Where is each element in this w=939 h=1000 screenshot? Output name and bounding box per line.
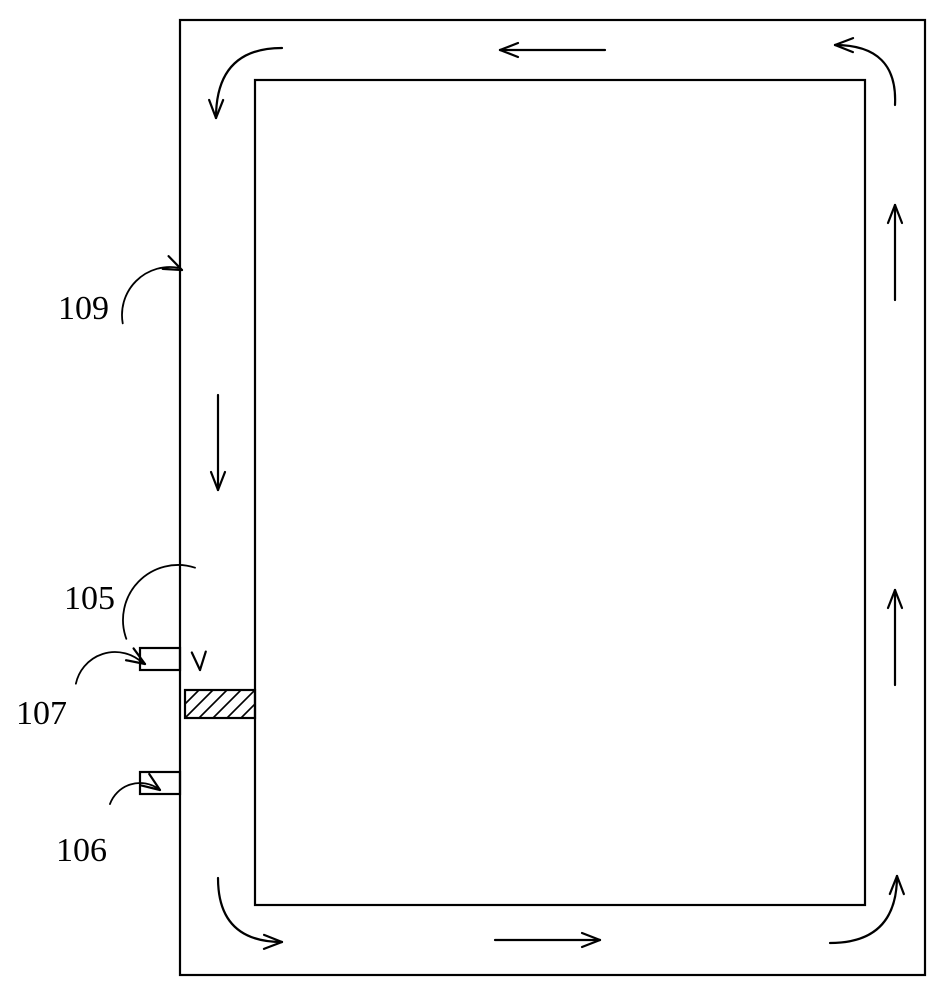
leader-105 (123, 565, 195, 639)
label-109: 109 (58, 290, 109, 328)
leader-107 (76, 652, 142, 684)
port-upper (140, 648, 180, 670)
label-105: 105 (64, 580, 115, 618)
outer-frame (180, 20, 925, 975)
label-107: 107 (16, 695, 67, 733)
inner-frame (255, 80, 865, 905)
leader-109 (122, 267, 178, 323)
label-106: 106 (56, 832, 107, 870)
diagram-svg (0, 0, 939, 1000)
